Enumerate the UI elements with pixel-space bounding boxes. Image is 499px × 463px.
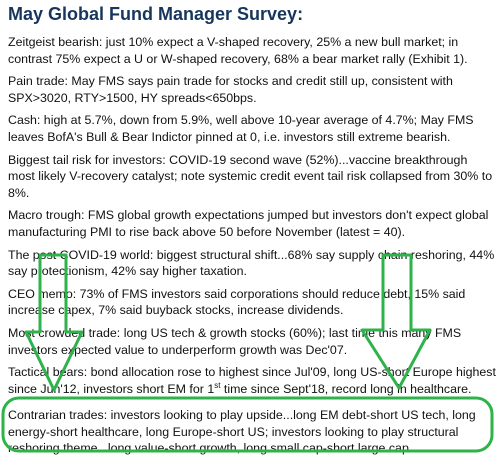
text: CEO memo: 73% of FMS investors said corp…	[8, 286, 466, 318]
paragraph: Pain trade: May FMS says pain trade for …	[8, 73, 496, 106]
paragraph: Macro trough: FMS global growth expectat…	[8, 207, 496, 240]
text: Biggest tail risk for investors: COVID-1…	[8, 152, 493, 200]
paragraph: Tactical bears: bond allocation rose to …	[8, 364, 496, 397]
paragraph: Biggest tail risk for investors: COVID-1…	[8, 152, 496, 202]
bullet-list: Zeitgeist bearish: just 10% expect a V-s…	[8, 34, 496, 463]
text: Pain trade: May FMS says pain trade for …	[8, 74, 453, 105]
paragraph: Cash: high at 5.7%, down from 5.9%, well…	[8, 112, 496, 145]
superscript: st	[214, 380, 221, 390]
text: The post COVID-19 world: biggest structu…	[8, 247, 495, 279]
text: Contrarian trades: investors looking to …	[8, 408, 476, 456]
text: Zeitgeist bearish: just 10% expect a V-s…	[8, 35, 468, 66]
paragraph: The post COVID-19 world: biggest structu…	[8, 247, 496, 280]
paragraph: Most crowded trade: long US tech & growt…	[8, 325, 496, 358]
text: Most crowded trade: long US tech & growt…	[8, 325, 462, 357]
paragraph: Contrarian trades: investors looking to …	[8, 407, 496, 457]
title: May Global Fund Manager Survey:	[8, 4, 304, 24]
paragraph: Zeitgeist bearish: just 10% expect a V-s…	[8, 34, 496, 67]
paragraph: CEO memo: 73% of FMS investors said corp…	[8, 286, 496, 319]
page: May Global Fund Manager Survey: Zeitgeis…	[1, 4, 496, 456]
text: time since Sept'18, record long in healt…	[220, 381, 472, 396]
text: Cash: high at 5.7%, down from 5.9%, well…	[8, 113, 474, 144]
text: Macro trough: FMS global growth expectat…	[8, 208, 489, 239]
